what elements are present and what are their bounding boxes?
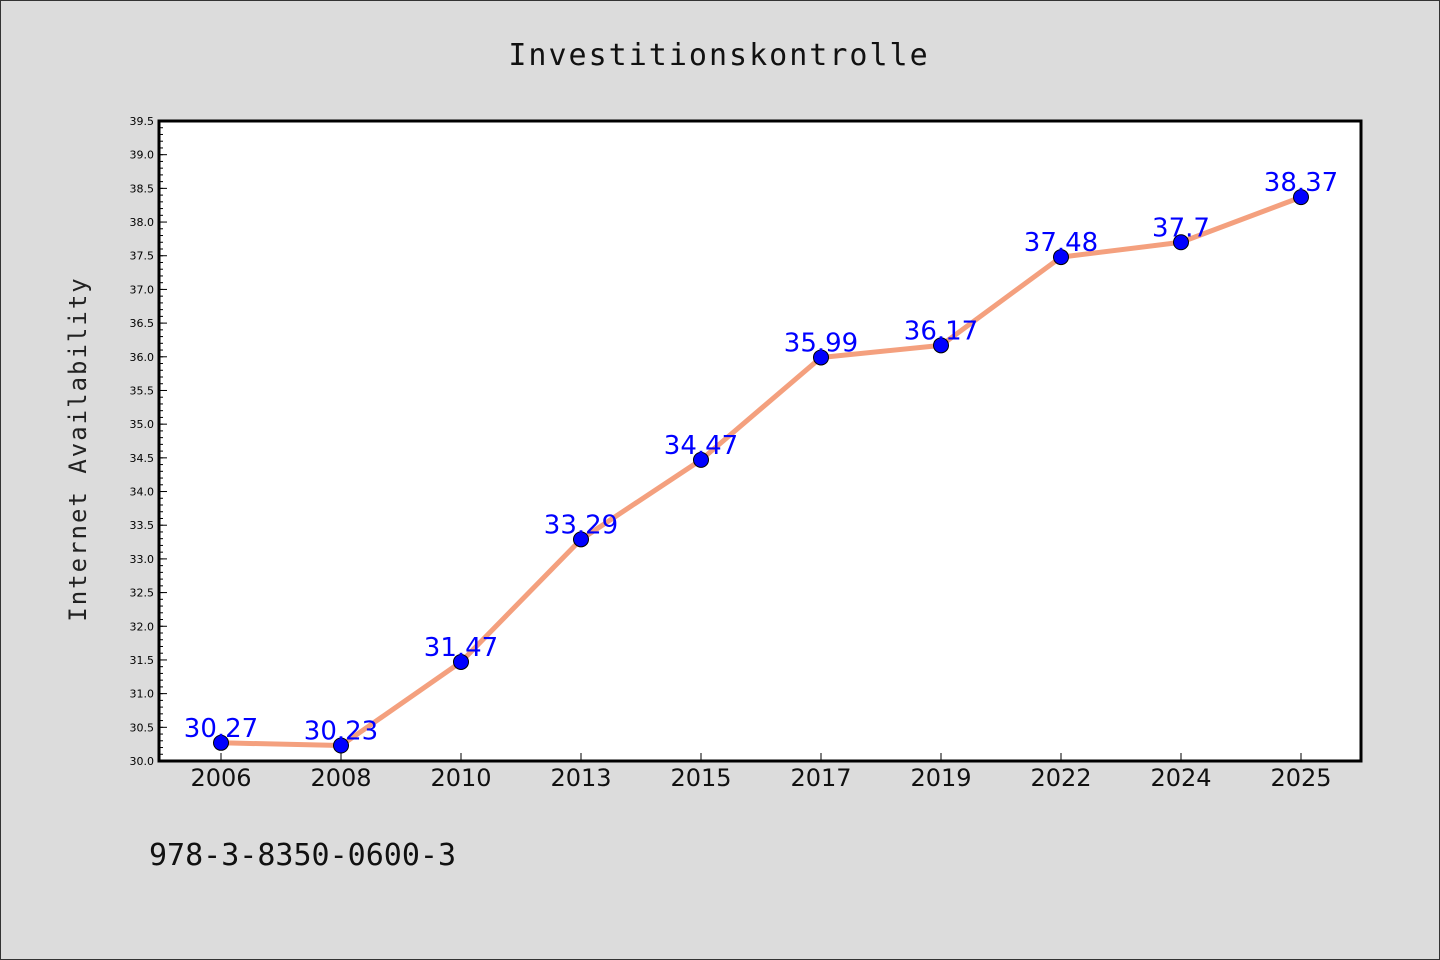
y-tick-label: 37.0 xyxy=(130,283,155,296)
x-tick-label: 2006 xyxy=(190,764,251,792)
y-tick-label: 38.5 xyxy=(130,182,155,195)
y-tick-label: 31.0 xyxy=(130,688,155,701)
y-tick-label: 39.0 xyxy=(130,149,155,162)
data-labels: 30.27 30.23 31.47 33.29 34.47 35.99 36.17 37.48… xyxy=(184,168,1338,746)
y-tick-label: 36.0 xyxy=(130,351,155,364)
data-label: 36.17 xyxy=(904,316,978,346)
data-point xyxy=(453,653,469,670)
x-tick-label: 2024 xyxy=(1150,764,1211,792)
data-label: 35.99 xyxy=(784,328,858,358)
data-label: 33.29 xyxy=(544,510,618,540)
data-label: 34.47 xyxy=(664,431,738,461)
series-line xyxy=(220,194,1302,749)
x-axis: 2006 2008 2010 2013 2015 2017 2019 2022 2024 2025 xyxy=(190,753,1332,792)
y-tick-label: 35.0 xyxy=(130,418,155,431)
plot-area xyxy=(157,119,1363,763)
y-tick-label: 32.0 xyxy=(130,620,155,633)
data-point xyxy=(1173,234,1189,251)
data-label: 31.47 xyxy=(424,633,498,663)
y-tick-label: 34.5 xyxy=(130,452,155,465)
data-label: 37.48 xyxy=(1024,228,1098,258)
footnote-isbn: 978-3-8350-0600-3 xyxy=(149,838,456,873)
data-label: 38.37 xyxy=(1264,168,1338,198)
data-markers xyxy=(213,189,1309,754)
data-point xyxy=(1293,189,1309,206)
y-tick-label: 30.5 xyxy=(130,721,155,734)
y-tick-label: 37.5 xyxy=(130,250,155,263)
y-axis-label: Internet Availability xyxy=(64,276,92,621)
data-label: 30.23 xyxy=(304,717,378,747)
x-tick-label: 2017 xyxy=(790,764,851,792)
x-tick-label: 2013 xyxy=(550,764,611,792)
y-tick-label: 33.5 xyxy=(130,519,155,532)
y-tick-label: 35.5 xyxy=(130,384,155,397)
x-tick-label: 2025 xyxy=(1270,764,1331,792)
data-point xyxy=(573,531,589,548)
data-point xyxy=(933,337,949,354)
y-tick-label: 33.0 xyxy=(130,553,155,566)
data-point xyxy=(1053,249,1069,266)
y-tick-label: 34.0 xyxy=(130,486,155,499)
data-point xyxy=(693,451,709,468)
data-point xyxy=(813,349,829,366)
x-tick-label: 2022 xyxy=(1030,764,1091,792)
data-label: 37.7 xyxy=(1152,213,1210,243)
y-tick-label: 31.5 xyxy=(130,654,155,667)
data-point xyxy=(213,734,229,751)
y-tick-label: 39.5 xyxy=(130,115,155,128)
x-tick-label: 2008 xyxy=(310,764,371,792)
y-axis: 30.0 30.5 31.0 31.5 32.0 32.5 33.0 33.5 34.0 34.5… xyxy=(130,115,167,768)
y-tick-label: 38.0 xyxy=(130,216,155,229)
x-tick-label: 2010 xyxy=(430,764,491,792)
chart-title: Investitionskontrolle xyxy=(508,38,929,73)
data-point xyxy=(333,737,349,754)
x-tick-label: 2015 xyxy=(670,764,731,792)
y-tick-label: 30.0 xyxy=(130,755,155,768)
y-tick-label: 36.5 xyxy=(130,317,155,330)
x-tick-label: 2019 xyxy=(910,764,971,792)
data-label: 30.27 xyxy=(184,714,258,744)
y-tick-label: 32.5 xyxy=(130,587,155,600)
